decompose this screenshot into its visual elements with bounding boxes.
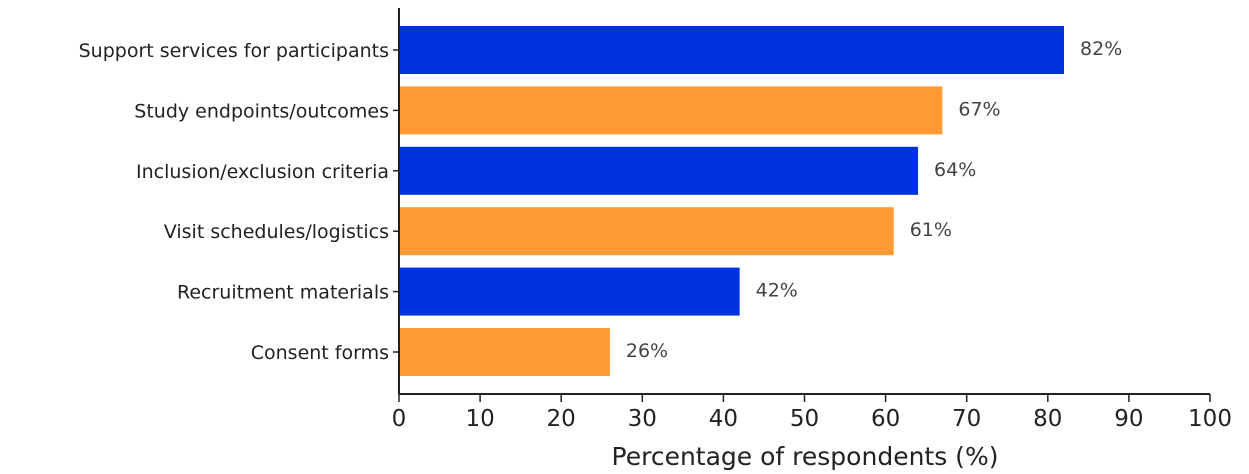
x-axis-title: Percentage of respondents (%) [612, 442, 999, 471]
x-tick-label: 50 [790, 406, 819, 432]
bar [399, 267, 740, 316]
value-label: 42% [756, 280, 798, 302]
category-label: Consent forms [251, 342, 389, 364]
category-label: Study endpoints/outcomes [134, 100, 389, 122]
category-label: Visit schedules/logistics [164, 221, 389, 243]
x-tick-label: 90 [1114, 406, 1143, 432]
value-label: 61% [910, 219, 952, 241]
bar [399, 328, 610, 376]
x-tick-label: 0 [392, 406, 407, 432]
value-label: 67% [958, 98, 1000, 120]
x-tick-label: 10 [465, 406, 494, 432]
category-labels: Support services for participants Study e… [79, 40, 389, 364]
category-label: Support services for participants [79, 40, 389, 62]
x-tick-label: 30 [628, 406, 657, 432]
x-tick-label: 20 [547, 406, 576, 432]
category-label: Inclusion/exclusion criteria [136, 161, 389, 183]
bar [399, 207, 894, 256]
bar [399, 86, 943, 135]
x-tick-label: 100 [1188, 406, 1232, 432]
value-label: 26% [626, 340, 668, 362]
x-tick-label: 70 [952, 406, 981, 432]
x-tick-label: 80 [1033, 406, 1062, 432]
value-label: 82% [1080, 38, 1122, 60]
bar [399, 146, 919, 195]
bar [399, 26, 1065, 74]
value-labels: 82% 67% 64% 61% 42% 26% [626, 38, 1122, 362]
category-label: Recruitment materials [177, 282, 389, 304]
bars-layer [399, 26, 1065, 376]
x-tick-label: 40 [709, 406, 738, 432]
x-ticks: 0 10 20 30 40 50 60 70 80 90 100 [392, 394, 1232, 432]
value-label: 64% [934, 159, 976, 181]
x-tick-label: 60 [871, 406, 900, 432]
